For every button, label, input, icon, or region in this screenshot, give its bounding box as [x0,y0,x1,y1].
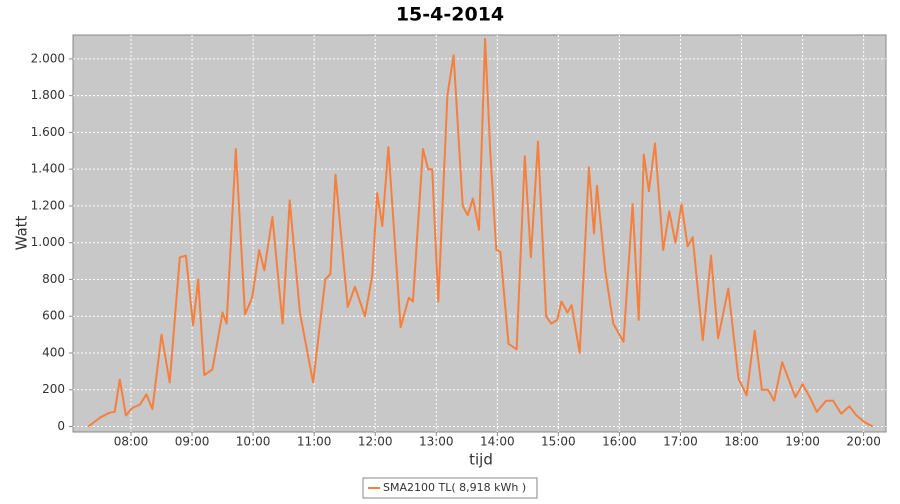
y-tick-label: 600 [42,309,65,323]
x-tick-label: 08:00 [114,435,149,449]
x-tick-label: 13:00 [419,435,454,449]
y-tick-label: 200 [42,382,65,396]
x-tick-label: 12:00 [358,435,393,449]
x-tick-label: 18:00 [724,435,759,449]
x-tick-label: 10:00 [236,435,271,449]
x-tick-label: 16:00 [602,435,637,449]
line-series [87,37,874,428]
x-tick-label: 11:00 [297,435,332,449]
y-tick-label: 1.800 [31,88,65,102]
legend-label: SMA2100 TL( 8,918 kWh ) [383,481,526,494]
y-tick-label: 2.000 [31,51,65,65]
y-tick-label: 1.200 [31,198,65,212]
legend [362,477,538,499]
y-tick-label: 0 [57,419,65,433]
x-tick-label: 15:00 [541,435,576,449]
x-tick-label: 17:00 [663,435,698,449]
plot-area [72,34,887,433]
y-tick-label: 1.000 [31,235,65,249]
y-tick-label: 1.600 [31,125,65,139]
x-tick-label: 20:00 [846,435,881,449]
y-axis-label: Watt [13,215,31,250]
y-tick-label: 1.400 [31,162,65,176]
x-axis-label: tijd [469,451,493,469]
y-tick-label: 400 [42,345,65,359]
chart-title: 15-4-2014 [396,4,504,26]
x-tick-label: 09:00 [175,435,210,449]
x-tick-label: 19:00 [785,435,820,449]
y-tick-label: 800 [42,272,65,286]
x-tick-label: 14:00 [480,435,515,449]
